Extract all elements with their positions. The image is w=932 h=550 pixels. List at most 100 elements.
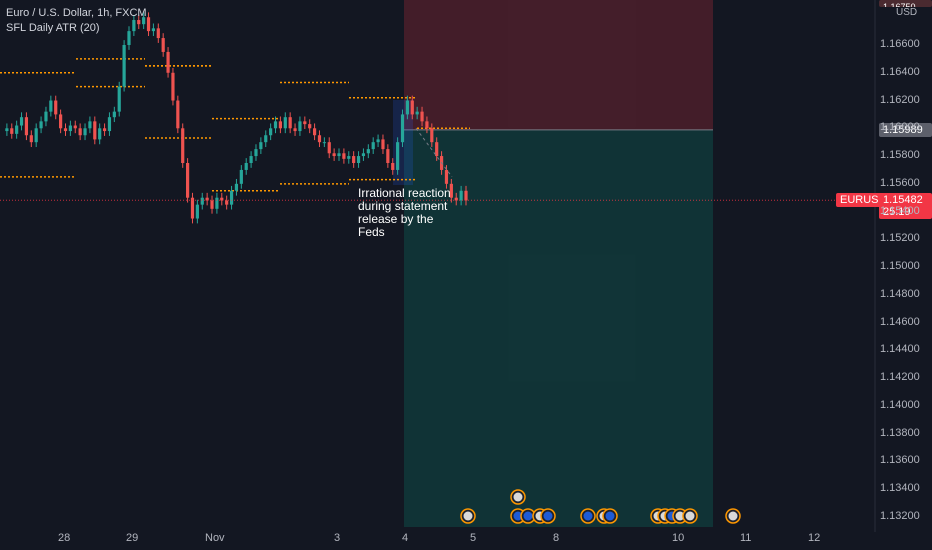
- candle-body: [186, 163, 190, 198]
- price-tick-label: 1.15800: [880, 149, 920, 162]
- candle-body: [68, 125, 72, 132]
- candle-body: [54, 100, 58, 115]
- candle-body: [59, 114, 63, 129]
- candle-body: [181, 128, 185, 163]
- time-tick-label: 10: [672, 532, 685, 544]
- price-tick-label: 1.14000: [880, 398, 920, 411]
- candle-body: [225, 200, 229, 205]
- candle-body: [459, 190, 463, 201]
- candle-body: [288, 117, 292, 129]
- us-flag-icon: [685, 511, 695, 521]
- candle-body: [283, 117, 287, 129]
- candle-body: [273, 121, 278, 129]
- currency-label[interactable]: USD: [896, 7, 918, 18]
- price-tick-label: 1.13400: [880, 482, 920, 495]
- candle-body: [122, 45, 126, 87]
- candle-body: [78, 128, 82, 136]
- take-profit-zone: [404, 129, 713, 528]
- candle-body: [327, 142, 331, 154]
- candle-body: [200, 197, 204, 205]
- eu-flag-icon: [523, 511, 533, 521]
- price-tick-label: 1.14200: [880, 371, 920, 384]
- candle-body: [239, 169, 243, 184]
- candle-body: [269, 128, 273, 136]
- candle-body: [254, 149, 258, 157]
- candle-body: [49, 100, 53, 112]
- indicator-label[interactable]: SFL Daily ATR (20): [6, 22, 100, 34]
- candle-body: [146, 17, 151, 32]
- candle-body: [303, 121, 307, 125]
- symbol-tag[interactable]: EURUSD: [836, 193, 891, 207]
- candle-body: [15, 125, 19, 134]
- candle-body: [312, 128, 317, 136]
- candle-body: [142, 17, 146, 25]
- candle-body: [264, 135, 268, 143]
- time-tick-label: 8: [553, 532, 560, 544]
- candle-body: [435, 142, 439, 157]
- candle-body: [24, 117, 29, 136]
- time-tick-label: 28: [58, 532, 71, 544]
- candle-body: [5, 128, 9, 132]
- candle-body: [425, 121, 429, 129]
- candle-body: [88, 121, 92, 129]
- candle-body: [176, 100, 180, 129]
- candle-body: [405, 100, 409, 115]
- candle-body: [361, 153, 366, 157]
- projection-line: [415, 127, 453, 178]
- candle-body: [195, 204, 199, 219]
- time-tick-label: 5: [470, 532, 477, 544]
- time-tick-label: 11: [740, 532, 752, 544]
- candle-body: [449, 183, 453, 198]
- price-tick-label: 1.15600: [880, 176, 920, 189]
- candle-body: [63, 128, 68, 132]
- candle-body: [259, 142, 263, 150]
- candle-body: [366, 149, 370, 154]
- candle-body: [171, 72, 175, 101]
- candle-body: [400, 114, 405, 143]
- candle-body: [132, 20, 136, 32]
- candle-body: [190, 197, 195, 219]
- time-tick-label: 12: [808, 532, 821, 544]
- candle-body: [44, 111, 48, 122]
- price-tick-label: 1.16600: [880, 38, 920, 50]
- candle-body: [166, 51, 170, 73]
- current-price: 1.15482: [883, 194, 923, 206]
- candle-body: [210, 200, 214, 209]
- candle-body: [464, 190, 468, 201]
- candle-body: [278, 121, 282, 129]
- chart-legend: Euro / U.S. Dollar, 1h, FXCM SFL Daily A…: [6, 6, 147, 36]
- candle-body: [352, 156, 356, 163]
- us-flag-icon: [728, 511, 738, 521]
- price-tick-label: 1.14600: [880, 315, 920, 328]
- candle-body: [371, 142, 375, 150]
- price-tick-label: 1.14800: [880, 287, 920, 300]
- chart-annotation[interactable]: Irrational reaction during statement rel…: [358, 186, 451, 239]
- candle-body: [83, 128, 87, 136]
- price-tick-label: 1.14400: [880, 343, 920, 356]
- candle-body: [98, 128, 102, 140]
- candle-body: [29, 135, 33, 143]
- candle-body: [391, 163, 395, 170]
- candle-body: [34, 128, 38, 143]
- stop-price-tag: 1.16750: [879, 0, 932, 7]
- candle-body: [444, 169, 449, 184]
- candle-body: [220, 197, 224, 201]
- candle-body: [107, 117, 112, 132]
- candle-body: [386, 149, 390, 163]
- candle-body: [298, 121, 302, 132]
- candle-body: [322, 142, 326, 144]
- candle-body: [151, 28, 156, 32]
- price-tick-label: 1.13600: [880, 454, 920, 467]
- symbol-title[interactable]: Euro / U.S. Dollar, 1h, FXCM: [6, 7, 147, 19]
- candle-body: [39, 121, 43, 129]
- candle-body: [381, 139, 385, 150]
- candle-body: [317, 135, 322, 143]
- candle-body: [19, 117, 24, 126]
- bar-countdown: 25:19: [883, 206, 911, 218]
- candle-body: [293, 128, 297, 132]
- price-tick-label: 1.13200: [880, 510, 920, 522]
- stop-loss-zone: [404, 0, 713, 130]
- candle-body: [93, 121, 97, 140]
- price-tick-label: 1.15200: [880, 232, 920, 245]
